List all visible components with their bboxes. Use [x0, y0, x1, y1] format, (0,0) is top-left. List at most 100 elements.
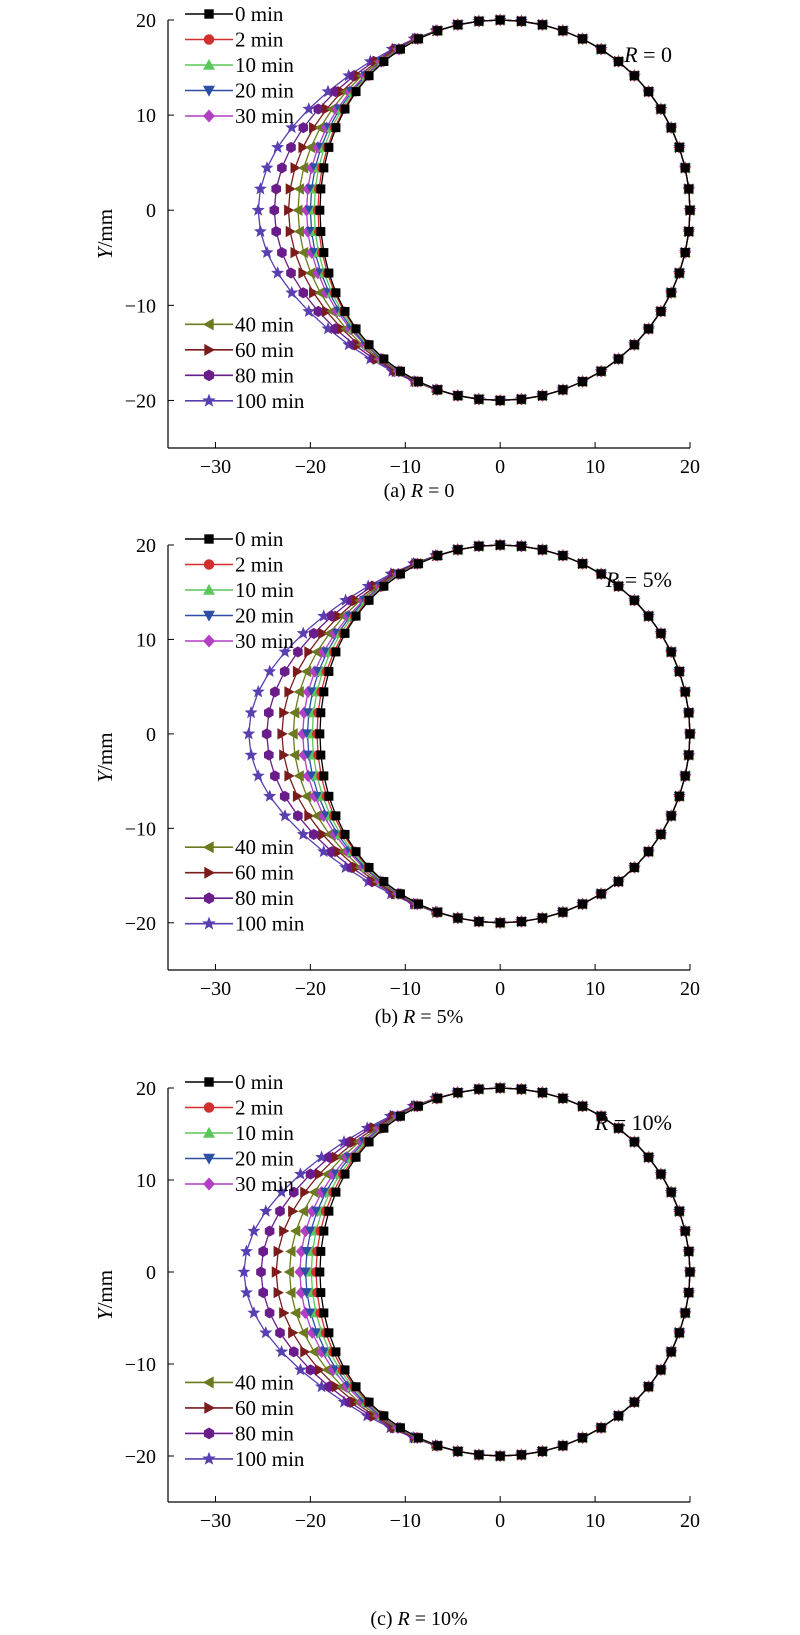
legend-item: 40 min [185, 312, 294, 336]
data-point [685, 205, 695, 215]
y-tick-label: 0 [146, 200, 156, 222]
legend-item: 60 min [185, 861, 294, 885]
legend-marker [203, 1427, 215, 1440]
y-tick-label: 20 [136, 1078, 156, 1100]
data-point [656, 104, 666, 114]
data-point [596, 1423, 606, 1433]
data-point [300, 1186, 311, 1198]
data-point [279, 707, 290, 719]
x-tick-label: 0 [495, 1510, 505, 1532]
data-point [271, 225, 282, 238]
data-point [293, 646, 303, 658]
data-point [316, 184, 326, 194]
data-point [656, 628, 666, 638]
legend-item: 80 min [185, 363, 294, 387]
data-point [685, 1267, 695, 1277]
data-point [292, 790, 304, 802]
legend-marker [203, 34, 215, 45]
data-point [685, 729, 695, 739]
data-point [300, 1346, 311, 1358]
data-point [474, 541, 484, 551]
legend-marker [202, 318, 214, 331]
data-point [285, 285, 299, 299]
data-point [364, 595, 374, 605]
y-axis-unit: /mm [93, 1270, 117, 1309]
data-point [237, 1265, 251, 1278]
data-point [279, 749, 290, 761]
panel-caption: (c) R = 10% [370, 1608, 467, 1630]
data-point [271, 140, 285, 153]
data-point [316, 1288, 326, 1298]
legend-label: 20 min [235, 1147, 294, 1171]
x-tick-label: 10 [585, 1510, 605, 1532]
data-point [275, 1205, 285, 1217]
data-point [275, 1345, 289, 1358]
data-point [288, 1327, 299, 1339]
data-point [261, 728, 272, 740]
caption-eq: = 5% [415, 1006, 463, 1028]
data-point [271, 266, 285, 279]
data-point [414, 34, 423, 44]
data-point [537, 1088, 547, 1098]
legend-item: 40 min [185, 835, 294, 859]
legend-marker [202, 1451, 216, 1465]
data-point [284, 204, 295, 216]
data-point [292, 665, 304, 678]
data-point [558, 26, 568, 36]
data-point [263, 789, 277, 802]
data-point [279, 790, 290, 802]
data-point [474, 394, 484, 404]
data-point [316, 708, 326, 718]
legend-label: 40 min [235, 312, 294, 336]
data-point [240, 1244, 253, 1257]
data-point [269, 204, 280, 216]
data-point [308, 828, 319, 840]
y-axis-title: Y/mm [93, 1270, 117, 1320]
data-point [251, 203, 265, 216]
data-point [474, 1450, 484, 1460]
data-point [680, 771, 690, 781]
data-point [293, 810, 303, 822]
legend-item: 10 min [185, 1121, 294, 1145]
y-tick-label: −10 [125, 818, 156, 840]
data-point [242, 727, 256, 740]
data-point [474, 917, 484, 927]
data-point [294, 1167, 307, 1180]
y-axis-title: Y/mm [93, 209, 117, 259]
data-point [644, 847, 654, 857]
data-point [259, 1325, 273, 1339]
caption-var: R [410, 480, 423, 502]
series-line [273, 19, 691, 402]
data-point [414, 899, 423, 909]
data-point [279, 1225, 290, 1237]
data-point [315, 1267, 325, 1277]
data-point [271, 1266, 283, 1278]
data-point [285, 120, 299, 134]
legend-label: 100 min [235, 389, 305, 413]
data-point [314, 1168, 326, 1180]
legend-label: 2 min [235, 553, 284, 577]
data-point [453, 545, 463, 555]
data-point [666, 288, 676, 298]
legend-marker [204, 866, 216, 879]
data-point [578, 34, 588, 44]
data-point [578, 377, 588, 387]
legend-label: 100 min [235, 912, 305, 936]
data-point [270, 686, 280, 698]
legend-label: 10 min [235, 53, 294, 77]
data-point [297, 1327, 309, 1339]
legend-label: 30 min [235, 629, 294, 653]
data-point [316, 750, 326, 760]
x-tick-label: −20 [295, 1510, 326, 1532]
data-point [309, 287, 320, 299]
legend-item: 2 min [185, 553, 284, 577]
legend-item: 80 min [185, 886, 294, 910]
legend-label: 60 min [235, 1396, 294, 1420]
legend-marker [204, 534, 214, 544]
y-tick-label: −20 [125, 913, 156, 935]
data-point [351, 611, 361, 621]
y-tick-label: −20 [125, 390, 156, 412]
data-point [516, 917, 526, 927]
legend-item: 0 min [185, 2, 284, 26]
